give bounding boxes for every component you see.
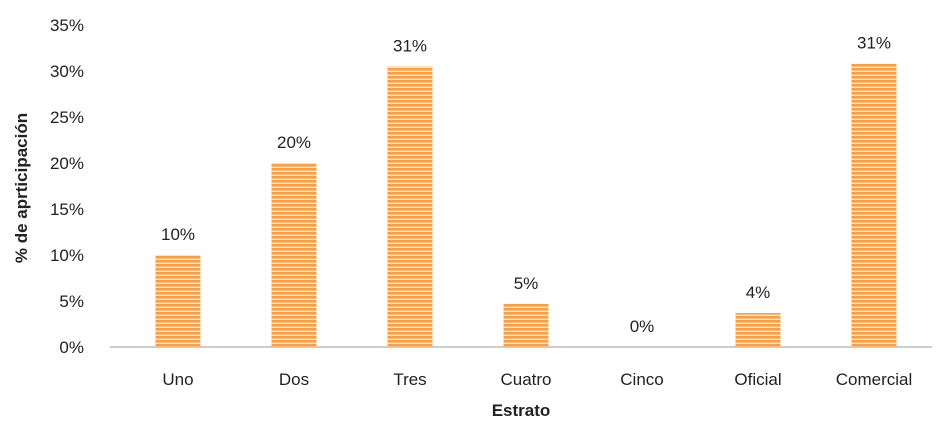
category-label-cinco: Cinco (620, 370, 663, 389)
y-axis-title: % de aprticipación (12, 113, 31, 263)
y-tick-label: 5% (59, 292, 84, 311)
category-label-tres: Tres (393, 370, 426, 389)
bar-oficial (735, 312, 781, 347)
y-tick-label: 30% (50, 62, 84, 81)
bar-dos (271, 163, 317, 347)
data-label-cuatro: 5% (514, 274, 539, 293)
category-label-oficial: Oficial (734, 370, 781, 389)
bars-group (155, 63, 897, 348)
x-axis-title: Estrato (492, 401, 551, 420)
bar-uno (155, 255, 201, 347)
category-labels-group: Uno Dos Tres Cuatro Cinco Oficial Comercial (162, 370, 912, 389)
bar-cuatro (503, 303, 549, 347)
y-tick-label: 15% (50, 200, 84, 219)
data-label-cinco: 0% (630, 317, 655, 336)
data-label-uno: 10% (161, 225, 195, 244)
y-tick-label: 35% (50, 16, 84, 35)
y-tick-label: 25% (50, 108, 84, 127)
data-label-comercial: 31% (857, 34, 891, 53)
data-labels-group: 10% 20% 31% 5% 0% 4% 31% (161, 34, 891, 336)
data-label-dos: 20% (277, 133, 311, 152)
bar-tres (387, 66, 433, 348)
category-label-dos: Dos (279, 370, 309, 389)
y-tick-label: 0% (59, 338, 84, 357)
y-axis-ticks: 0% 5% 10% 15% 20% 25% 30% 35% (50, 16, 84, 357)
category-label-cuatro: Cuatro (500, 370, 551, 389)
bar-comercial (851, 63, 897, 347)
category-label-comercial: Comercial (836, 370, 913, 389)
data-label-tres: 31% (393, 36, 427, 55)
y-tick-label: 20% (50, 154, 84, 173)
data-label-oficial: 4% (746, 283, 771, 302)
category-label-uno: Uno (162, 370, 193, 389)
y-tick-label: 10% (50, 246, 84, 265)
